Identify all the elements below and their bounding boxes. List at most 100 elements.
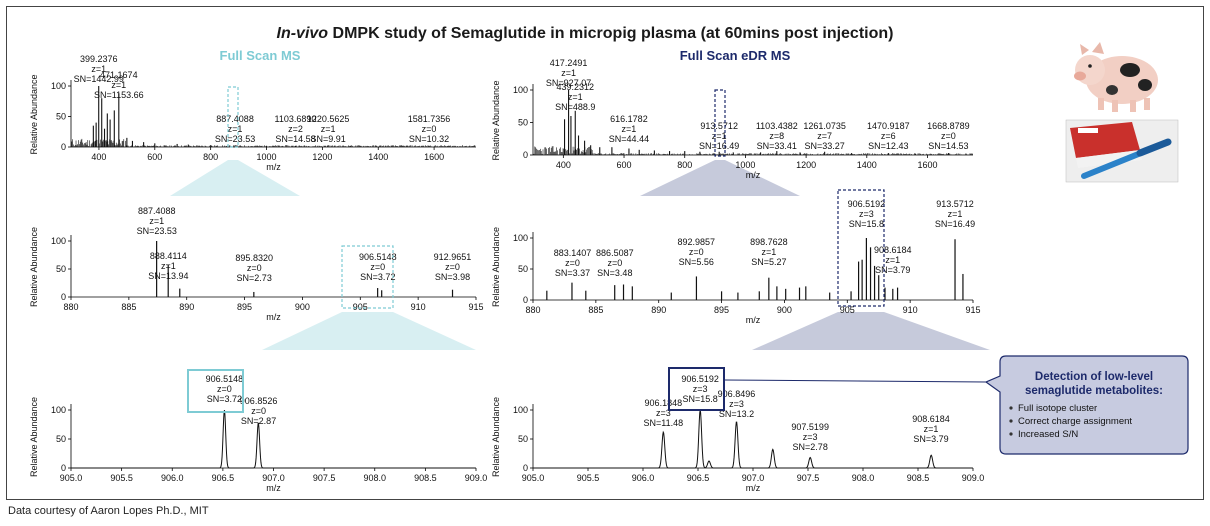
x-tick-label: 906.5 bbox=[212, 473, 235, 483]
peak-label: 906.5148 z=0 SN=3.72 bbox=[359, 252, 397, 282]
peak-label: 616.1782 z=1 SN=44.44 bbox=[609, 114, 649, 144]
peak-label-line: z=1 bbox=[924, 424, 939, 434]
x-tick-label: 907.5 bbox=[797, 473, 820, 483]
peak-label-line: z=6 bbox=[881, 131, 896, 141]
zoom-region-box bbox=[714, 89, 726, 157]
bullet-icon bbox=[1009, 432, 1013, 436]
peak-label-line: z=0 bbox=[370, 262, 385, 272]
x-tick-label: 906.0 bbox=[161, 473, 184, 483]
y-tick-label: 0 bbox=[61, 463, 66, 473]
figure-frame bbox=[6, 6, 1204, 500]
x-tick-label: 800 bbox=[203, 152, 218, 162]
peak-label: 399.2376 z=1 SN=1442.99 bbox=[74, 54, 124, 84]
peak-label-line: SN=12.43 bbox=[868, 141, 908, 151]
peak-label-line: SN=23.53 bbox=[137, 226, 177, 236]
peak-label-line: z=0 bbox=[422, 124, 437, 134]
peak-label-line: 399.2376 bbox=[80, 54, 118, 64]
peak-label-line: SN=5.56 bbox=[679, 257, 714, 267]
y-tick-label: 50 bbox=[518, 118, 528, 128]
peak-label-line: z=1 bbox=[161, 261, 176, 271]
peak-label-line: z=1 bbox=[622, 124, 637, 134]
peak-label-line: 906.5192 bbox=[848, 199, 886, 209]
peak-label-line: 906.5192 bbox=[681, 374, 719, 384]
y-axis-label: Relative Abundance bbox=[29, 397, 39, 477]
peak-label: 907.5199 z=3 SN=2.78 bbox=[791, 422, 829, 452]
x-tick-label: 907.0 bbox=[742, 473, 765, 483]
x-tick-label: 915 bbox=[468, 302, 483, 312]
y-axis-label: Relative Abundance bbox=[29, 74, 39, 154]
x-tick-label: 1200 bbox=[312, 152, 332, 162]
peak-label: 908.6184 z=1 SN=3.79 bbox=[874, 245, 912, 275]
peak-label-line: z=0 bbox=[445, 262, 460, 272]
peak-label-line: 1470.9187 bbox=[867, 121, 910, 131]
peak-label: 417.2491 z=1 SN=927.07 bbox=[546, 58, 591, 88]
chart-A: 0 50 100 400 600 800 1000 1200 1400 1600 m/z Relati… bbox=[29, 54, 477, 172]
footer-credit: Data courtesy of Aaron Lopes Ph.D., MIT bbox=[8, 505, 209, 517]
peak-label-line: z=1 bbox=[91, 64, 106, 74]
peak-label: 906.5192 z=3 SN=15.8 bbox=[681, 374, 719, 404]
y-tick-label: 100 bbox=[51, 236, 66, 246]
x-tick-label: 1400 bbox=[857, 160, 877, 170]
peak-label-line: z=0 bbox=[565, 258, 580, 268]
x-tick-label: 900 bbox=[777, 305, 792, 315]
x-tick-label: 400 bbox=[91, 152, 106, 162]
peak-label-line: SN=5.27 bbox=[751, 257, 786, 267]
zoom-region-box bbox=[341, 245, 394, 309]
peak-label-line: SN=2.73 bbox=[237, 273, 272, 283]
x-tick-label: 600 bbox=[617, 160, 632, 170]
peak-label-line: z=1 bbox=[149, 216, 164, 226]
peak-label-line: 886.5087 bbox=[596, 248, 634, 258]
y-tick-label: 0 bbox=[61, 292, 66, 302]
zoom-region-box bbox=[837, 189, 885, 307]
bullet-icon bbox=[1009, 406, 1013, 410]
peak-label-line: 1581.7356 bbox=[408, 114, 451, 124]
x-tick-label: 905.0 bbox=[60, 473, 83, 483]
y-tick-label: 50 bbox=[518, 264, 528, 274]
peak-label-line: 888.4114 bbox=[150, 251, 187, 261]
peak-label-line: SN=14.53 bbox=[928, 141, 968, 151]
y-axis-label: Relative Abundance bbox=[491, 227, 501, 307]
peak-label-line: SN=15.8 bbox=[849, 219, 884, 229]
x-tick-label: 1400 bbox=[368, 152, 388, 162]
peak-label-line: z=2 bbox=[288, 124, 303, 134]
peak-label-line: SN=3.48 bbox=[597, 268, 632, 278]
peak-label: 886.5087 z=0 SN=3.48 bbox=[596, 248, 634, 278]
callout-title-line2: semaglutide metabolites: bbox=[1025, 385, 1163, 397]
zoom-region-box bbox=[227, 86, 239, 148]
peak-label-line: z=1 bbox=[885, 255, 900, 265]
peak-label-line: z=1 bbox=[561, 68, 576, 78]
peak-label: 471.1674 z=1 SN=1153.66 bbox=[94, 70, 144, 100]
peak-label-line: 908.6184 bbox=[912, 414, 950, 424]
peak-label-line: SN=2.87 bbox=[241, 416, 276, 426]
peak-label: 906.8526 z=0 SN=2.87 bbox=[240, 396, 278, 426]
chart-E: 0 50 100 905.0 905.5 906.0 906.5 907.0 907.5 908.… bbox=[29, 374, 487, 493]
x-tick-label: 908.5 bbox=[414, 473, 437, 483]
callout-item: Full isotope cluster bbox=[1018, 403, 1097, 414]
peak-label: 883.1407 z=0 SN=3.37 bbox=[554, 248, 592, 278]
peak-label-line: z=1 bbox=[568, 92, 583, 102]
x-tick-label: 905 bbox=[353, 302, 368, 312]
zoom-funnel bbox=[640, 160, 800, 196]
x-tick-label: 890 bbox=[179, 302, 194, 312]
y-tick-label: 50 bbox=[56, 434, 66, 444]
peak-label-line: 906.1848 bbox=[645, 398, 683, 408]
zoom-funnels bbox=[170, 160, 990, 350]
left-section-label: Full Scan MS bbox=[220, 48, 301, 63]
x-tick-label: 885 bbox=[121, 302, 136, 312]
x-tick-label: 907.0 bbox=[262, 473, 285, 483]
peak-label-line: SN=23.53 bbox=[215, 134, 255, 144]
y-tick-label: 100 bbox=[513, 85, 528, 95]
peak-label-line: SN=33.27 bbox=[804, 141, 844, 151]
peak-label-line: 892.9857 bbox=[677, 237, 715, 247]
y-tick-label: 0 bbox=[523, 150, 528, 160]
peak-label-line: z=8 bbox=[769, 131, 784, 141]
peak-label-line: z=0 bbox=[689, 247, 704, 257]
peak-label-line: z=1 bbox=[321, 124, 336, 134]
peak-label-line: z=3 bbox=[859, 209, 874, 219]
x-tick-label: 880 bbox=[63, 302, 78, 312]
peak-label-line: SN=3.98 bbox=[435, 272, 470, 282]
x-tick-label: 1600 bbox=[424, 152, 444, 162]
x-axis-label: m/z bbox=[266, 483, 281, 493]
peak-label: 906.5148 z=0 SN=3.72 bbox=[206, 374, 244, 404]
